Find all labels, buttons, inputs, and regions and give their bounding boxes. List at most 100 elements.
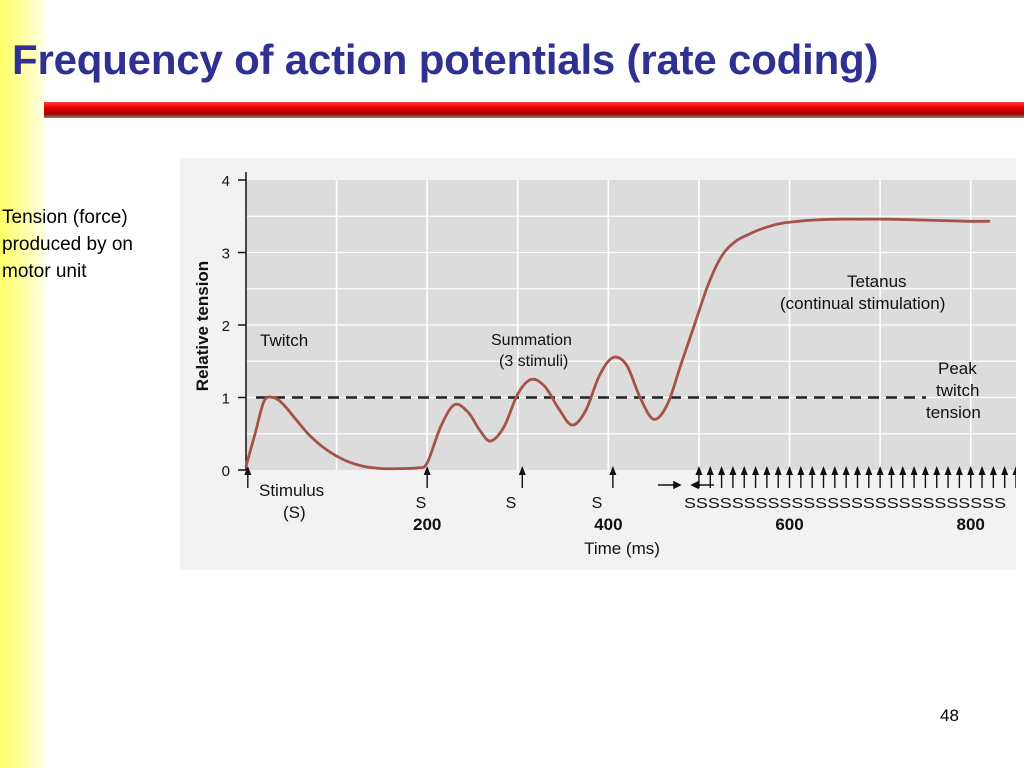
- x-tick-label: 800: [957, 515, 985, 534]
- stimulus-arrow-head: [921, 466, 929, 475]
- stimulus-arrow-head: [933, 466, 941, 475]
- x-tick-label: 400: [594, 515, 622, 534]
- y-tick-label: 3: [222, 246, 230, 263]
- side-caption: Tension (force) produced by on motor uni…: [2, 204, 182, 285]
- train-stimulus-arrow: [865, 466, 873, 488]
- train-interval-marker: [658, 480, 714, 490]
- train-stimulus-arrow: [853, 466, 861, 488]
- train-stimulus-arrow: [786, 466, 794, 488]
- train-stimulus-arrow: [763, 466, 771, 488]
- train-stimulus-arrow: [1001, 466, 1009, 488]
- stimulus-arrow-head: [729, 466, 737, 475]
- train-stimulus-arrow: [910, 466, 918, 488]
- stimulus-arrow-head: [876, 466, 884, 475]
- y-axis-label: Relative tension: [193, 261, 212, 391]
- summation-annotation-line-1: Summation: [491, 332, 572, 349]
- train-stimulus-arrow: [933, 466, 941, 488]
- y-tick-label: 1: [222, 391, 230, 408]
- stimulus-arrow-head: [763, 466, 771, 475]
- tension-chart: 0 1 2 3 4 200 400 600 800 Relative tension Time…: [180, 158, 1020, 570]
- side-caption-line-3: motor unit: [2, 261, 87, 282]
- stimulus-arrow-head: [842, 466, 850, 475]
- train-stimulus-arrow: [797, 466, 805, 488]
- tetanus-annotation-line-1: Tetanus: [847, 272, 907, 291]
- x-tick-label: 600: [775, 515, 803, 534]
- x-axis-label: Time (ms): [584, 539, 660, 558]
- stimulus-arrow-head: [423, 466, 431, 475]
- stimulus-arrow-head: [518, 466, 526, 475]
- yellow-sidebar: [0, 0, 45, 768]
- train-stimulus-arrow: [831, 466, 839, 488]
- stimulus-arrow-head: [808, 466, 816, 475]
- train-stimulus-arrow: [967, 466, 975, 488]
- train-stimulus-arrow: [899, 466, 907, 488]
- stimulus-arrow-head: [955, 466, 963, 475]
- title-divider-rule: [44, 102, 1024, 118]
- stimulus-arrow-head: [853, 466, 861, 475]
- page-number: 48: [940, 706, 959, 725]
- stimulus-annotation-line-2: (S): [283, 503, 306, 522]
- stimulus-arrow-head: [910, 466, 918, 475]
- train-stimulus-arrow: [774, 466, 782, 488]
- train-stimulus-arrow: [955, 466, 963, 488]
- stimulus-arrow-head: [865, 466, 873, 475]
- stimulus-arrow-head: [695, 466, 703, 475]
- side-caption-line-1: Tension (force): [2, 207, 128, 228]
- stimulus-arrow: [518, 466, 526, 488]
- stimulus-arrow: [244, 466, 252, 488]
- x-tick-label: 200: [413, 515, 441, 534]
- train-stimulus-arrow: [876, 466, 884, 488]
- stimulus-arrow-head: [774, 466, 782, 475]
- stimulus-arrow-head: [899, 466, 907, 475]
- stimulus-train-label: SSSSSSSSSSSSSSSSSSSSSSSSSSS: [684, 495, 1006, 512]
- peak-annotation-line-1: Peak: [938, 359, 977, 378]
- stimulus-arrow-head: [786, 466, 794, 475]
- train-stimulus-arrow: [729, 466, 737, 488]
- tetanus-annotation-line-2: (continual stimulation): [780, 294, 945, 313]
- y-tick-label: 4: [222, 173, 230, 190]
- y-tick-label: 2: [222, 318, 230, 335]
- stimulus-arrow-head: [820, 466, 827, 475]
- stimulus-annotation-line-1: Stimulus: [259, 481, 324, 500]
- stimulus-arrow: [423, 466, 431, 488]
- tension-curve: [244, 217, 991, 471]
- train-stimulus-arrow: [978, 466, 986, 488]
- stimulus-arrow-head: [967, 466, 975, 475]
- peak-annotation-line-3: tension: [926, 403, 981, 422]
- slide-title: Frequency of action potentials (rate cod…: [12, 36, 879, 83]
- stimulus-arrow-head: [718, 466, 726, 475]
- stimulus-arrow-head: [831, 466, 839, 475]
- train-stimulus-arrow: [718, 466, 726, 488]
- stimulus-arrow-head: [944, 466, 952, 475]
- stimulus-arrow-head: [989, 466, 997, 475]
- stimulus-arrow: [609, 466, 617, 488]
- y-ticks: 0 1 2 3 4: [222, 173, 246, 480]
- stimulus-s-label-3: S: [592, 495, 603, 512]
- x-tick-labels: 200 400 600 800: [413, 515, 985, 534]
- stimulus-arrow-head: [978, 466, 986, 475]
- stimulus-s-label-2: S: [506, 495, 517, 512]
- grid: [246, 180, 1016, 470]
- train-stimulus-arrow: [820, 466, 827, 488]
- train-stimulus-arrow: [842, 466, 850, 488]
- stimulus-arrow-head: [244, 466, 252, 475]
- peak-annotation-line-2: twitch: [936, 381, 979, 400]
- train-stimulus-arrow: [887, 466, 895, 488]
- stimulus-s-label-1: S: [416, 495, 427, 512]
- side-caption-line-2: produced by on: [2, 234, 133, 255]
- train-stimulus-arrow: [752, 466, 760, 488]
- tension-figure: 0 1 2 3 4 200 400 600 800 Relative tension Time…: [180, 158, 1020, 570]
- twitch-annotation: Twitch: [260, 331, 308, 350]
- stimulus-arrow-head: [887, 466, 895, 475]
- train-stimulus-arrow: [921, 466, 929, 488]
- train-stimulus-arrow: [989, 466, 997, 488]
- stimulus-arrow-head: [752, 466, 760, 475]
- stimulus-arrow-head: [706, 466, 714, 475]
- y-tick-label: 0: [222, 463, 230, 480]
- train-stimulus-arrow: [740, 466, 748, 488]
- train-stimulus-arrow: [808, 466, 816, 488]
- stimulus-arrow-head: [609, 466, 617, 475]
- stimulus-arrow-head: [740, 466, 748, 475]
- stimulus-arrow-head: [797, 466, 805, 475]
- train-stimulus-arrow: [944, 466, 952, 488]
